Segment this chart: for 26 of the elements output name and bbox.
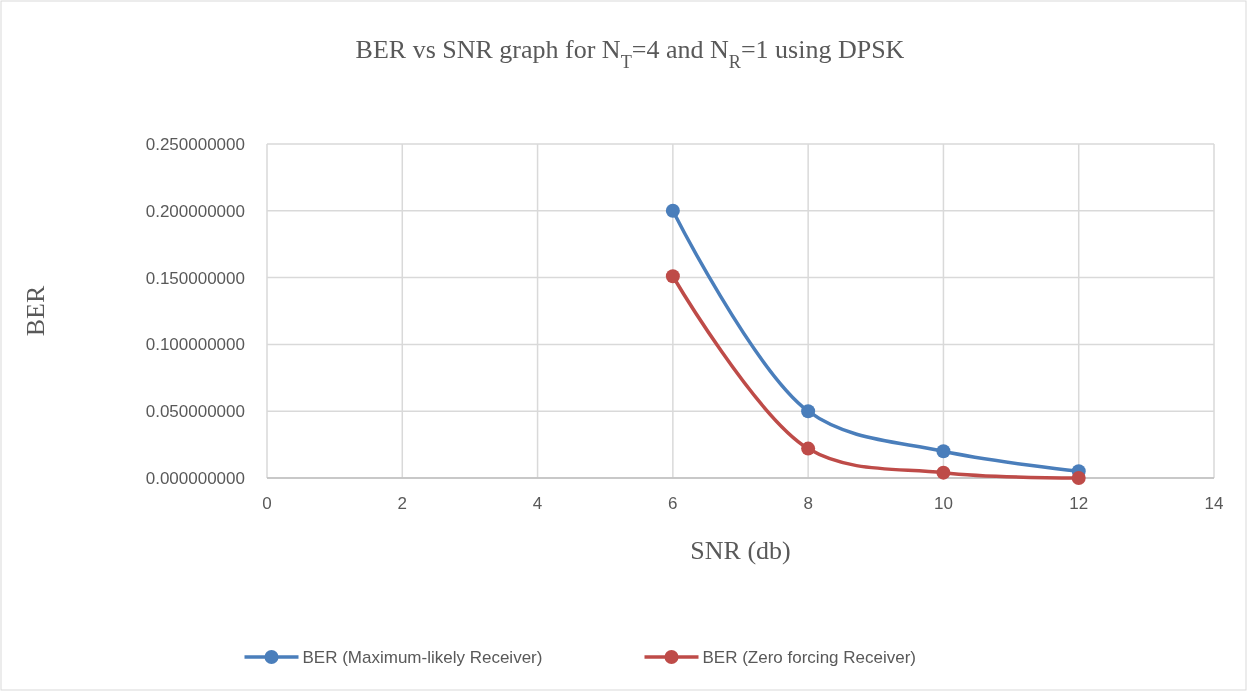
x-tick-label: 12 (1069, 494, 1089, 513)
point (665, 269, 680, 284)
y-tick-label: 0.050000000 (145, 402, 245, 422)
x-tick-label: 0 (262, 494, 272, 513)
x-tick-label: 8 (803, 494, 813, 513)
point (936, 465, 951, 480)
y-axis-title: BER (21, 285, 50, 337)
point (801, 404, 816, 419)
point (665, 203, 680, 218)
y-tick-label: 0.000000000 (145, 468, 245, 488)
x-tick-label: 14 (1204, 494, 1224, 513)
x-tick-label: 2 (397, 494, 408, 513)
y-tick-label: 0.100000000 (145, 335, 245, 355)
legend-label: BER (Maximum-likely Receiver) (302, 647, 543, 667)
y-tick-label: 0.250000000 (145, 134, 245, 154)
point (1071, 471, 1086, 485)
chart-title: BER vs SNR graph for N$_{T}$=4 and N$_{R}$=1 using DPSK (355, 35, 905, 72)
y-tick-label: 0.150000000 (145, 268, 245, 288)
x-tick-label: 6 (668, 494, 678, 513)
legend-label: BER (Zero forcing Receiver) (702, 647, 917, 667)
x-tick-label: 4 (532, 494, 543, 513)
point (936, 444, 951, 459)
x-tick-label: 10 (933, 494, 953, 513)
y-tick-label: 0.200000000 (145, 201, 245, 221)
point (801, 441, 816, 456)
x-axis-title: SNR (db) (690, 536, 791, 565)
